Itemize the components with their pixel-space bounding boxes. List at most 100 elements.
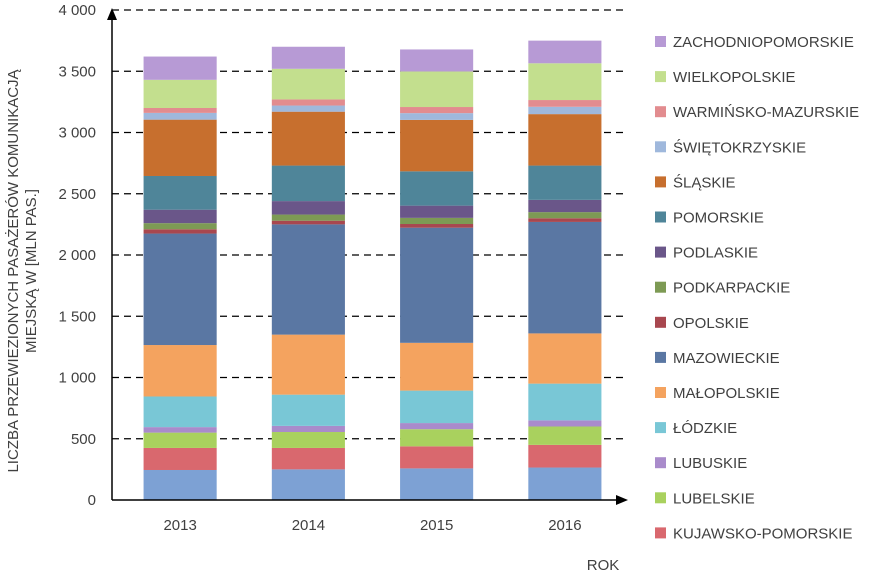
bar-segment xyxy=(271,105,345,112)
bar-segment xyxy=(528,106,602,115)
bar-segment xyxy=(271,469,345,500)
legend: ZACHODNIOPOMORSKIE WIELKOPOLSKIE WARMIŃSKO… xyxy=(655,34,859,542)
bar-segment xyxy=(400,227,474,343)
bar-segment xyxy=(400,429,474,447)
bar-segment xyxy=(271,220,345,225)
y-axis-title: LICZBA PRZEWIEZIONYCH PASAŻERÓW KOMUNIKA… xyxy=(4,68,40,472)
legend-label: LUBELSKIE xyxy=(673,490,755,507)
bar-segment xyxy=(400,468,474,500)
legend-label: ŁÓDZKIE xyxy=(673,420,737,437)
bar-segment xyxy=(400,171,474,206)
bar-segment xyxy=(528,212,602,219)
legend-label: OPOLSKIE xyxy=(673,315,749,332)
bar-segment xyxy=(400,224,474,228)
bar-segment xyxy=(143,447,217,470)
x-axis-title: ROK xyxy=(587,557,620,573)
y-axis-title-line-1: LICZBA PRZEWIEZIONYCH PASAŻERÓW KOMUNIKA… xyxy=(4,68,22,472)
y-tick-label: 2 500 xyxy=(58,186,96,203)
y-tick-label: 2 000 xyxy=(58,247,96,264)
bar-segment xyxy=(528,333,602,384)
legend-swatch xyxy=(655,387,666,398)
bar-segment xyxy=(400,71,474,108)
bar-segment xyxy=(143,396,217,428)
legend-swatch xyxy=(655,457,666,469)
legend-swatch xyxy=(655,422,666,434)
legend-swatch xyxy=(655,36,666,47)
legend-swatch xyxy=(655,316,666,328)
legend-swatch xyxy=(655,141,666,153)
legend-swatch xyxy=(655,527,666,539)
legend-swatch xyxy=(655,246,666,258)
bar-segment xyxy=(400,423,474,430)
bar-segment xyxy=(271,165,345,202)
y-tick-label: 4 000 xyxy=(58,2,96,19)
bar-segment xyxy=(271,447,345,470)
bar-segment xyxy=(143,223,217,230)
bar-segment xyxy=(271,224,345,335)
x-tick-label: 2013 xyxy=(163,517,196,534)
y-tick-label: 500 xyxy=(71,431,96,448)
bar-segment xyxy=(143,209,217,224)
bar-segment xyxy=(528,165,602,200)
legend-swatch xyxy=(655,176,666,188)
bar-segment xyxy=(143,229,217,234)
bar-segment xyxy=(143,175,217,210)
bar-segment xyxy=(271,394,345,426)
bar-segment xyxy=(528,63,602,101)
y-tick-label: 3 000 xyxy=(58,125,96,142)
bar-segment xyxy=(143,233,217,346)
bar-segment xyxy=(143,56,217,80)
bar-segment xyxy=(143,79,217,108)
bar-segment xyxy=(400,390,474,424)
legend-label: MAZOWIECKIE xyxy=(673,350,780,367)
bar-segment xyxy=(143,345,217,397)
bar-segment xyxy=(528,218,602,222)
bar-segment xyxy=(400,49,474,72)
bar-segment xyxy=(528,100,602,107)
legend-swatch xyxy=(655,106,666,118)
axes xyxy=(107,8,628,505)
x-axis-arrow xyxy=(616,495,628,505)
bar-segment xyxy=(400,217,474,225)
bar-segment xyxy=(271,432,345,448)
y-tick-label: 1 000 xyxy=(58,370,96,387)
bar-segment xyxy=(528,40,602,64)
bar-segment xyxy=(143,112,217,120)
y-axis-title-line-2: MIEJSKĄ W [MLN PAS.] xyxy=(23,189,40,353)
legend-label: WIELKOPOLSKIE xyxy=(673,69,796,86)
bar-segment xyxy=(400,113,474,120)
bar-segment xyxy=(271,201,345,215)
y-tick-label: 3 500 xyxy=(58,63,96,80)
legend-label: POMORSKIE xyxy=(673,210,764,227)
bar-segment xyxy=(271,334,345,395)
y-axis-arrow xyxy=(107,8,117,20)
bar-segment xyxy=(400,342,474,391)
legend-label: PODLASKIE xyxy=(673,245,758,262)
legend-swatch xyxy=(655,351,666,363)
legend-swatch xyxy=(655,492,666,504)
x-tick-label: 2016 xyxy=(548,517,581,534)
bar-segment xyxy=(528,467,602,500)
bar-segment xyxy=(400,119,474,172)
legend-label: ZACHODNIOPOMORSKIE xyxy=(673,34,854,51)
y-tick-label: 0 xyxy=(88,492,96,509)
bar-segment xyxy=(271,99,345,106)
bar-segment xyxy=(528,420,602,427)
legend-label: MAŁOPOLSKIE xyxy=(673,385,780,402)
bar-segment xyxy=(271,214,345,221)
bar-segment xyxy=(143,119,217,176)
bar-segment xyxy=(528,199,602,213)
legend-label: ŚWIĘTOKRZYSKIE xyxy=(673,138,806,156)
bar-segment xyxy=(143,427,217,433)
legend-label: WARMIŃSKO-MAZURSKIE xyxy=(673,104,859,121)
y-tick-label: 1 500 xyxy=(58,308,96,325)
bar-segment xyxy=(400,446,474,469)
bar-segment xyxy=(143,108,217,113)
legend-label: PODKARPACKIE xyxy=(673,280,790,297)
bar-segment xyxy=(400,205,474,218)
bar-segment xyxy=(400,107,474,114)
legend-label: ŚLĄSKIE xyxy=(673,173,736,191)
y-tick-labels: 0 500 1 000 1 500 2 000 2 500 3 000 3 500 4 000 xyxy=(58,2,96,509)
x-tick-labels: 2013 2014 2015 2016 xyxy=(163,517,581,534)
